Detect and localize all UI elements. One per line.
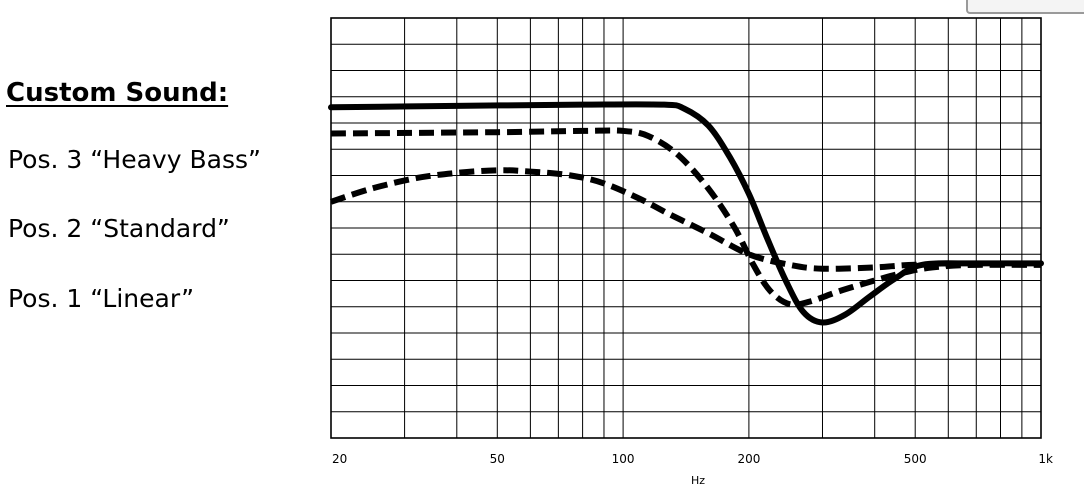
legend-item-heavy-bass: Pos. 3 “Heavy Bass” (8, 145, 261, 174)
legend-title: Custom Sound: (6, 78, 229, 108)
x-tick-label: 20 (332, 452, 347, 466)
x-tick-label: 1k (1038, 452, 1053, 466)
chart-curves (328, 101, 1044, 326)
window-corner-tab (966, 0, 1084, 14)
x-tick-label: 100 (612, 452, 635, 466)
legend-item-linear: Pos. 1 “Linear” (8, 284, 195, 313)
chart-grid (330, 17, 1042, 439)
legend-item-standard: Pos. 2 “Standard” (8, 214, 230, 243)
curve-linear (330, 167, 1041, 272)
curve-heavy-bass (328, 101, 1044, 326)
curve-standard (330, 127, 1042, 308)
x-axis-unit-label: Hz (691, 474, 705, 485)
x-tick-label: 50 (490, 452, 505, 466)
legend: Custom Sound: Pos. 3 “Heavy Bass” Pos. 2… (0, 0, 320, 485)
x-tick-label: 500 (904, 452, 927, 466)
x-tick-label: 200 (737, 452, 760, 466)
x-axis-ticks: 20 50 100 200 500 1k (332, 452, 1053, 466)
